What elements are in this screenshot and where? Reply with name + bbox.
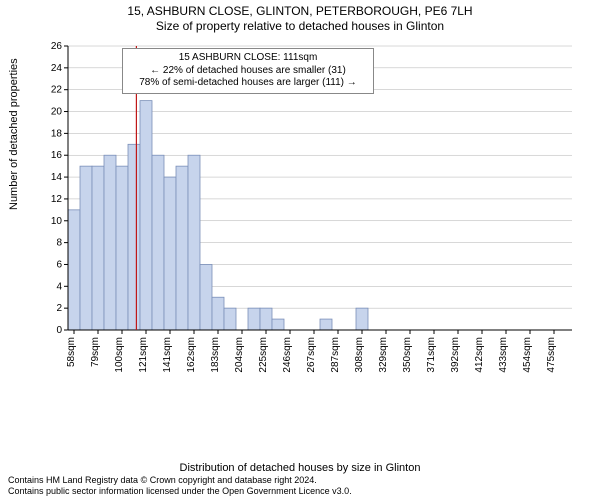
svg-text:350sqm: 350sqm (402, 337, 413, 373)
svg-text:18: 18 (51, 128, 63, 139)
svg-text:4: 4 (56, 281, 62, 292)
svg-text:433sqm: 433sqm (498, 337, 509, 373)
title-line2: Size of property relative to detached ho… (0, 19, 600, 33)
annotation-line1: 15 ASHBURN CLOSE: 111sqm (129, 52, 367, 65)
chart-area: 0246810121416182022242658sqm79sqm100sqm1… (44, 40, 580, 410)
title-line1: 15, ASHBURN CLOSE, GLINTON, PETERBOROUGH… (0, 4, 600, 18)
svg-text:20: 20 (51, 107, 63, 118)
svg-text:8: 8 (56, 238, 62, 249)
svg-text:225sqm: 225sqm (258, 337, 269, 373)
svg-text:162sqm: 162sqm (186, 337, 197, 373)
svg-text:204sqm: 204sqm (234, 337, 245, 373)
y-axis-label: Number of detached properties (8, 58, 20, 210)
svg-text:22: 22 (51, 85, 63, 96)
svg-text:12: 12 (51, 194, 63, 205)
svg-text:141sqm: 141sqm (162, 337, 173, 373)
annotation-line2: ← 22% of detached houses are smaller (31… (129, 65, 367, 78)
svg-text:10: 10 (51, 216, 63, 227)
svg-text:267sqm: 267sqm (306, 337, 317, 373)
svg-text:183sqm: 183sqm (210, 337, 221, 373)
svg-text:16: 16 (51, 150, 63, 161)
svg-text:371sqm: 371sqm (426, 337, 437, 373)
svg-text:329sqm: 329sqm (378, 337, 389, 373)
svg-text:2: 2 (56, 303, 62, 314)
svg-text:412sqm: 412sqm (474, 337, 485, 373)
svg-text:121sqm: 121sqm (138, 337, 149, 373)
chart-title-block: 15, ASHBURN CLOSE, GLINTON, PETERBOROUGH… (0, 0, 600, 33)
svg-text:287sqm: 287sqm (330, 337, 341, 373)
footer-line2: Contains public sector information licen… (8, 486, 352, 497)
footer-line1: Contains HM Land Registry data © Crown c… (8, 475, 352, 486)
svg-text:58sqm: 58sqm (66, 337, 77, 367)
svg-text:308sqm: 308sqm (354, 337, 365, 373)
footer-attribution: Contains HM Land Registry data © Crown c… (8, 475, 352, 497)
svg-text:26: 26 (51, 41, 63, 52)
x-axis-label: Distribution of detached houses by size … (0, 462, 600, 474)
svg-text:6: 6 (56, 259, 62, 270)
svg-text:24: 24 (51, 63, 63, 74)
svg-text:246sqm: 246sqm (282, 337, 293, 373)
svg-text:14: 14 (51, 172, 63, 183)
annotation-line3: 78% of semi-detached houses are larger (… (129, 77, 367, 90)
svg-text:0: 0 (56, 325, 62, 336)
svg-text:392sqm: 392sqm (450, 337, 461, 373)
histogram-svg: 0246810121416182022242658sqm79sqm100sqm1… (44, 40, 580, 410)
svg-text:79sqm: 79sqm (90, 337, 101, 367)
annotation-box: 15 ASHBURN CLOSE: 111sqm ← 22% of detach… (122, 48, 374, 94)
svg-text:454sqm: 454sqm (522, 337, 533, 373)
svg-text:100sqm: 100sqm (114, 337, 125, 373)
svg-text:475sqm: 475sqm (546, 337, 557, 373)
